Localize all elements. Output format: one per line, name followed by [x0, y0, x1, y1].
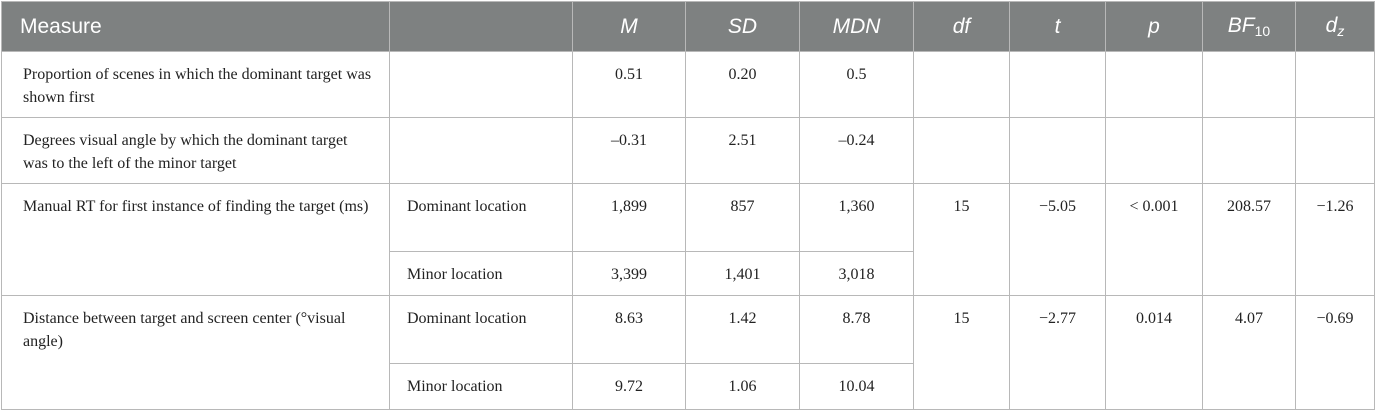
table-row: Minor location 9.72 1.06 10.04: [2, 363, 1375, 410]
cell-bf10: [1202, 117, 1296, 184]
cell-measure: Proportion of scenes in which the domina…: [1, 51, 390, 118]
header-sd: SD: [685, 1, 800, 52]
header-bf-main: BF: [1227, 14, 1255, 37]
cell-location: Dominant location: [389, 295, 573, 364]
header-p: p: [1105, 1, 1203, 52]
cell-sd: 1.06: [685, 363, 800, 410]
header-bf-sub: 10: [1254, 23, 1271, 39]
cell-t: [1009, 51, 1106, 118]
cell-mdn: 0.5: [799, 51, 914, 118]
header-measure: Measure: [1, 1, 390, 52]
cell-bf10: 208.57: [1202, 183, 1296, 296]
cell-measure: Degrees visual angle by which the domina…: [1, 117, 390, 184]
cell-mdn: 3,018: [799, 251, 914, 296]
header-row: Measure M SD MDN df t p BF10 dz: [1, 1, 1375, 52]
table-row: Degrees visual angle by which the domina…: [1, 117, 1375, 184]
cell-dz: −1.26: [1295, 183, 1375, 296]
cell-sd: 1,401: [685, 251, 800, 296]
cell-location: [389, 51, 573, 118]
cell-m: 1,899: [572, 183, 686, 252]
cell-mdn: 1,360: [799, 183, 914, 252]
header-t: t: [1009, 1, 1106, 52]
cell-location: Minor location: [389, 363, 573, 410]
cell-location: Dominant location: [389, 183, 573, 252]
table-row: Manual RT for first instance of finding …: [1, 183, 1375, 296]
cell-df: [913, 51, 1010, 118]
cell-measure: Manual RT for first instance of finding …: [1, 183, 390, 296]
cell-t: −5.05: [1009, 183, 1106, 296]
cell-measure: Distance between target and screen cente…: [1, 295, 390, 410]
cell-sd: 0.20: [685, 51, 800, 118]
cell-sd: 857: [685, 183, 800, 252]
cell-df: [913, 117, 1010, 184]
header-location: [389, 1, 573, 52]
header-dz-sub: z: [1337, 23, 1345, 39]
cell-bf10: [1202, 51, 1296, 118]
header-df: df: [913, 1, 1010, 52]
cell-m: 8.63: [572, 295, 686, 364]
cell-location: [389, 117, 573, 184]
cell-bf10: 4.07: [1202, 295, 1296, 410]
cell-t: [1009, 117, 1106, 184]
header-mdn: MDN: [799, 1, 914, 52]
cell-m: 3,399: [572, 251, 686, 296]
table-row: Minor location 3,399 1,401 3,018: [2, 251, 1375, 296]
cell-mdn: –0.24: [799, 117, 914, 184]
cell-dz: [1295, 117, 1375, 184]
cell-t: −2.77: [1009, 295, 1106, 410]
table-row: Distance between target and screen cente…: [1, 295, 1375, 410]
cell-p: [1105, 51, 1203, 118]
cell-m: 9.72: [572, 363, 686, 410]
cell-dz: [1295, 51, 1375, 118]
cell-df: 15: [913, 295, 1010, 410]
cell-p: < 0.001: [1105, 183, 1203, 296]
cell-p: [1105, 117, 1203, 184]
cell-p: 0.014: [1105, 295, 1203, 410]
header-dz: dz: [1295, 1, 1375, 52]
cell-m: –0.31: [572, 117, 686, 184]
cell-m: 0.51: [572, 51, 686, 118]
cell-sd: 2.51: [685, 117, 800, 184]
header-bf10: BF10: [1202, 1, 1296, 52]
header-m: M: [572, 1, 686, 52]
cell-mdn: 10.04: [799, 363, 914, 410]
cell-location: Minor location: [389, 251, 573, 296]
cell-mdn: 8.78: [799, 295, 914, 364]
cell-dz: −0.69: [1295, 295, 1375, 410]
cell-df: 15: [913, 183, 1010, 296]
header-dz-main: d: [1325, 14, 1338, 37]
cell-sd: 1.42: [685, 295, 800, 364]
table-row: Proportion of scenes in which the domina…: [1, 51, 1375, 118]
